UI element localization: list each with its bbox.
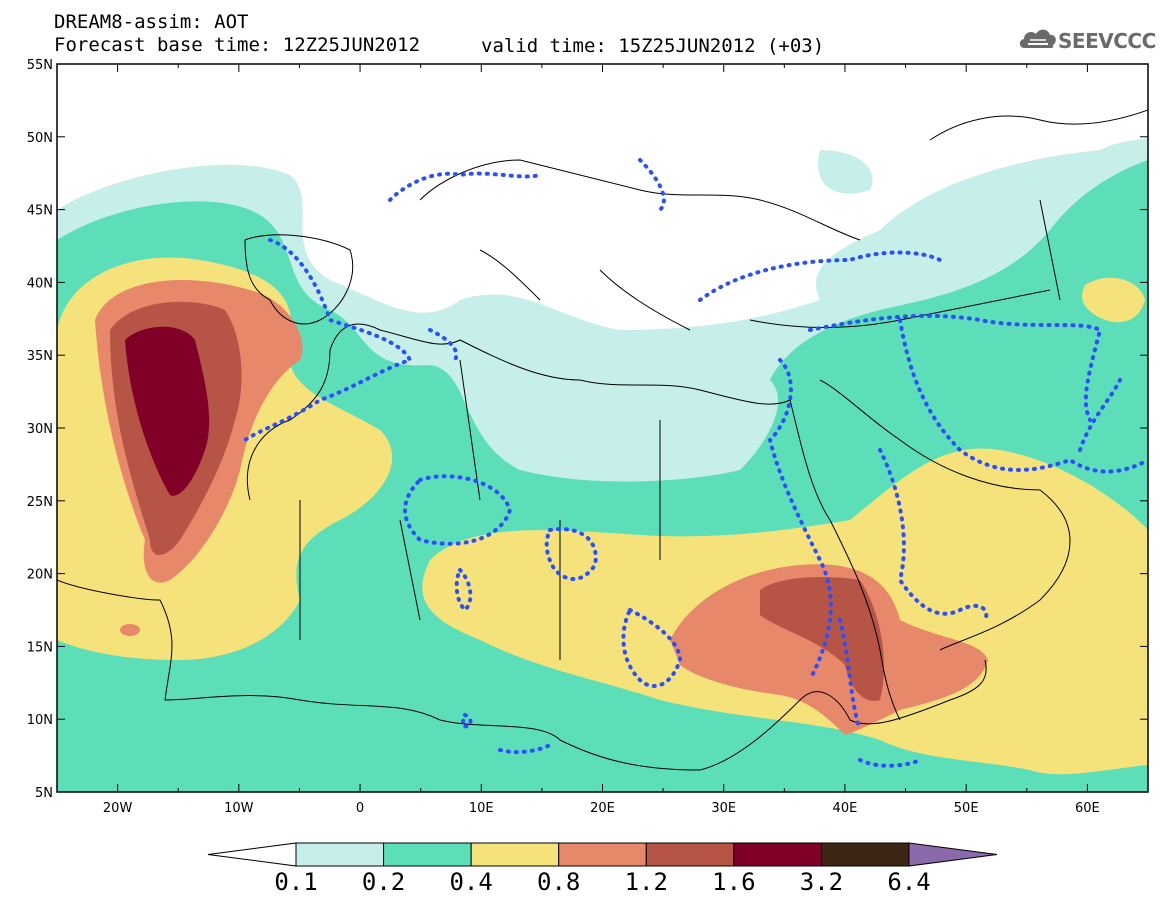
colorbar-box — [383, 842, 472, 867]
colorbar-box — [820, 842, 910, 867]
lon-labels: 20W 10W 0 10E 20E 30E 40E 50E 60E — [103, 801, 1100, 816]
colorbar-label: 1.6 — [712, 868, 756, 896]
colorbar-label: 3.2 — [799, 868, 844, 896]
lon-label: 30E — [711, 801, 736, 816]
lon-label: 40E — [833, 801, 858, 816]
aot-filled-contours — [57, 64, 1148, 792]
lat-label: 20N — [27, 568, 53, 583]
lat-label: 40N — [27, 276, 53, 291]
contour-1-2-east — [760, 577, 884, 701]
colorbar-box — [645, 842, 735, 867]
lat-label: 10N — [27, 713, 53, 728]
lon-label: 10E — [469, 801, 494, 816]
colorbar-box — [733, 842, 822, 867]
lat-label: 15N — [27, 640, 53, 655]
lat-label: 30N — [27, 422, 53, 437]
colorbar-box — [295, 842, 385, 867]
lon-label: 60E — [1075, 801, 1100, 816]
lon-label: 20E — [590, 801, 615, 816]
forecast-base-time: Forecast base time: 12Z25JUN2012 — [54, 34, 421, 56]
lat-label: 35N — [27, 349, 53, 364]
lat-label: 45N — [27, 204, 53, 219]
valid-time: valid time: 15Z25JUN2012 (+03) — [481, 35, 825, 57]
colorbar-label: 0.2 — [361, 868, 406, 896]
colorbar-label: 1.2 — [624, 868, 668, 896]
colorbar-right-arrow — [908, 842, 998, 867]
lat-labels: 55N 50N 45N 40N 35N 30N 25N 20N 15N 10N 5N — [27, 58, 53, 801]
colorbar-label: 0.1 — [274, 868, 318, 896]
dotted-contours — [243, 158, 1148, 768]
map-title: DREAM8-assim: AOT — [54, 11, 249, 33]
colorbar — [207, 842, 998, 867]
contour-0-4-ne — [1082, 277, 1145, 323]
colorbar-label: 6.4 — [887, 868, 931, 896]
lon-label: 10W — [224, 801, 254, 816]
cloud-icon — [1019, 29, 1056, 48]
lon-label: 50E — [954, 801, 979, 816]
contour-0-8-dot — [120, 624, 140, 636]
colorbar-left-arrow — [207, 842, 297, 867]
axis-ticks — [56, 63, 1149, 793]
colorbar-box — [470, 842, 560, 867]
lon-label: 20W — [103, 801, 133, 816]
colorbar-label: 0.8 — [537, 868, 581, 896]
lon-label: 0 — [356, 801, 364, 816]
lat-label: 5N — [35, 786, 53, 801]
logo-text: SEEVCCC — [1058, 29, 1156, 53]
lat-label: 50N — [27, 131, 53, 146]
colorbar-label: 0.4 — [449, 868, 493, 896]
contour-0-1-ne — [818, 150, 873, 194]
lat-label: 55N — [27, 58, 53, 73]
contour-1-6-west — [125, 326, 210, 496]
lat-label: 25N — [27, 495, 53, 510]
colorbar-box — [558, 842, 647, 867]
